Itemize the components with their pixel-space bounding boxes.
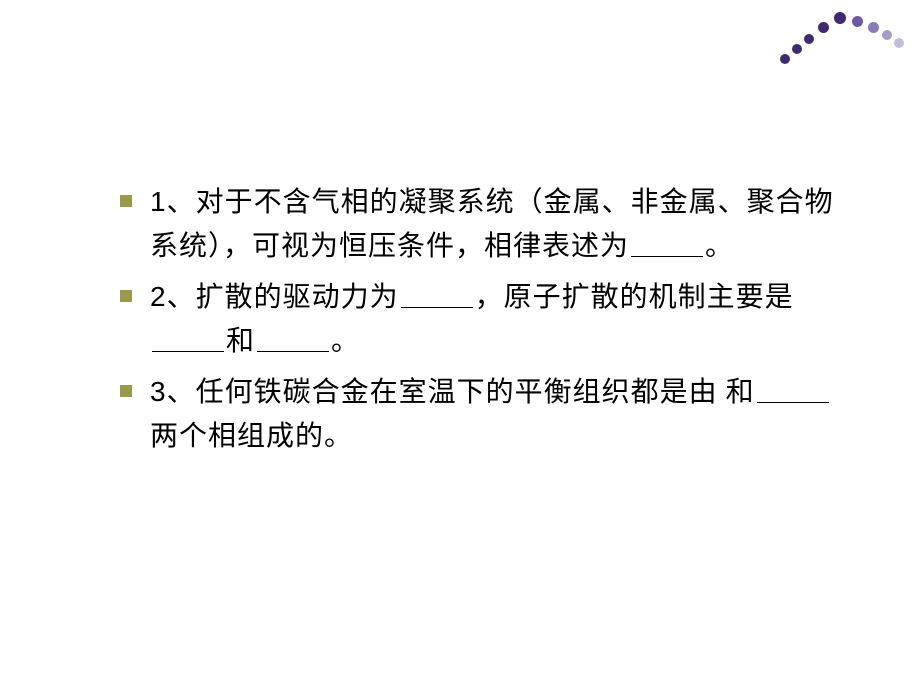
question-text: 2、扩散的驱动力为 ，原子扩散的机制主要是和 。 xyxy=(150,275,840,364)
bullet-icon xyxy=(120,385,132,397)
fill-blank xyxy=(257,324,329,352)
fill-blank xyxy=(631,229,703,257)
decor-dot xyxy=(834,12,846,24)
item-number: 1 xyxy=(150,186,167,217)
decor-dot xyxy=(780,54,790,64)
text-run: ，原子扩散的机制主要是 xyxy=(475,282,794,313)
text-run: 、扩散的驱动力为 xyxy=(167,282,399,313)
decor-dot xyxy=(894,38,904,48)
fill-blank xyxy=(757,375,829,403)
corner-decoration xyxy=(778,8,908,68)
bullet-icon xyxy=(120,290,132,302)
question-item: 1、对于不含气相的凝聚系统（金属、非金属、聚合物系统），可视为恒压条件，相律表述… xyxy=(120,180,840,269)
text-run: 。 xyxy=(705,231,734,262)
decor-dot xyxy=(852,16,863,27)
text-run: 、任何铁碳合金在室温下的平衡组织都是由 和 xyxy=(167,377,755,408)
bullet-icon xyxy=(120,195,132,207)
question-item: 3、任何铁碳合金在室温下的平衡组织都是由 和两个相组成的。 xyxy=(120,370,840,459)
decor-dot xyxy=(804,34,814,44)
decor-dot xyxy=(882,30,892,40)
decor-dot xyxy=(868,22,879,33)
text-run: 两个相组成的。 xyxy=(150,421,353,452)
item-number: 3 xyxy=(150,376,167,407)
fill-blank xyxy=(401,280,473,308)
question-text: 1、对于不含气相的凝聚系统（金属、非金属、聚合物系统），可视为恒压条件，相律表述… xyxy=(150,180,840,269)
decor-dot xyxy=(818,22,829,33)
text-run: 和 xyxy=(226,326,255,357)
decor-dot xyxy=(792,44,802,54)
text-run: 。 xyxy=(331,326,360,357)
item-number: 2 xyxy=(150,281,167,312)
question-list: 1、对于不含气相的凝聚系统（金属、非金属、聚合物系统），可视为恒压条件，相律表述… xyxy=(120,180,840,465)
fill-blank xyxy=(152,324,224,352)
question-item: 2、扩散的驱动力为 ，原子扩散的机制主要是和 。 xyxy=(120,275,840,364)
question-text: 3、任何铁碳合金在室温下的平衡组织都是由 和两个相组成的。 xyxy=(150,370,840,459)
